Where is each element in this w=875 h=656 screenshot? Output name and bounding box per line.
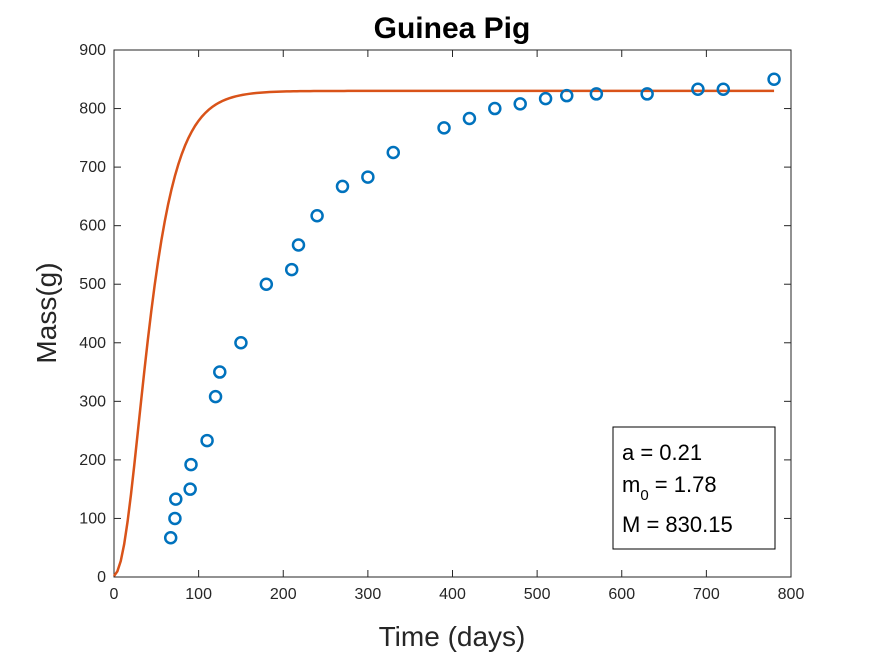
data-point [589,87,604,101]
parameter-m0-symbol: m [622,472,640,497]
x-tick-label: 700 [693,586,720,603]
y-tick-label: 600 [79,218,106,235]
y-axis-label: Mass(g) [31,262,62,363]
data-point [183,482,197,496]
x-tick-label: 100 [185,586,212,603]
data-point [234,336,248,350]
data-point [213,365,227,379]
data-point [640,87,654,101]
y-tick-label: 100 [79,510,106,527]
y-tick-label: 0 [97,569,106,586]
data-point [386,145,401,160]
y-tick-label: 800 [79,101,106,118]
y-tick-label: 200 [79,452,106,469]
x-tick-label: 500 [524,586,551,603]
parameter-m0: m0 = 1.78 [622,472,717,504]
parameter-box: a = 0.21 m0 = 1.78 M = 830.15 [612,426,776,550]
x-tick-label: 0 [110,586,119,603]
data-point [168,511,182,526]
y-tick-label: 300 [79,393,106,410]
data-point [184,457,198,472]
x-tick-label: 400 [439,586,466,603]
y-tick-label: 500 [79,276,106,293]
data-point [513,97,527,111]
parameter-a: a = 0.21 [622,440,702,465]
parameter-m0-subscript: 0 [640,487,648,504]
data-point [310,208,324,223]
x-tick-label: 800 [778,586,805,603]
data-point [208,389,223,404]
data-point [291,238,306,252]
parameter-m0-value: = 1.78 [649,472,717,497]
data-point [284,262,299,277]
data-point [169,492,183,506]
y-tick-label: 900 [79,42,106,59]
data-point [488,101,502,116]
data-points [163,72,781,545]
parameter-box-border [612,426,776,550]
data-point [163,531,178,545]
y-tick-label: 700 [79,159,106,176]
data-point [437,121,451,135]
chart-title: Guinea Pig [374,12,531,45]
x-tick-label: 600 [608,586,635,603]
data-point [716,82,731,96]
data-point [259,277,274,291]
data-point [335,179,350,194]
x-tick-label: 200 [270,586,297,603]
data-point [691,82,705,96]
fitted-curve [112,89,775,577]
y-axis: 0 100 200 300 400 500 600 700 800 900 [79,42,791,586]
data-point [559,88,574,103]
x-tick-label: 300 [355,586,382,603]
data-point [767,72,781,87]
parameter-M: M = 830.15 [622,512,733,537]
x-axis-label: Time (days) [379,621,526,652]
data-point [538,91,553,106]
x-axis: 0 100 200 300 400 500 600 700 800 [110,50,805,603]
data-point [361,170,375,184]
data-point [200,433,214,448]
data-point [462,111,477,126]
y-tick-label: 400 [79,335,106,352]
